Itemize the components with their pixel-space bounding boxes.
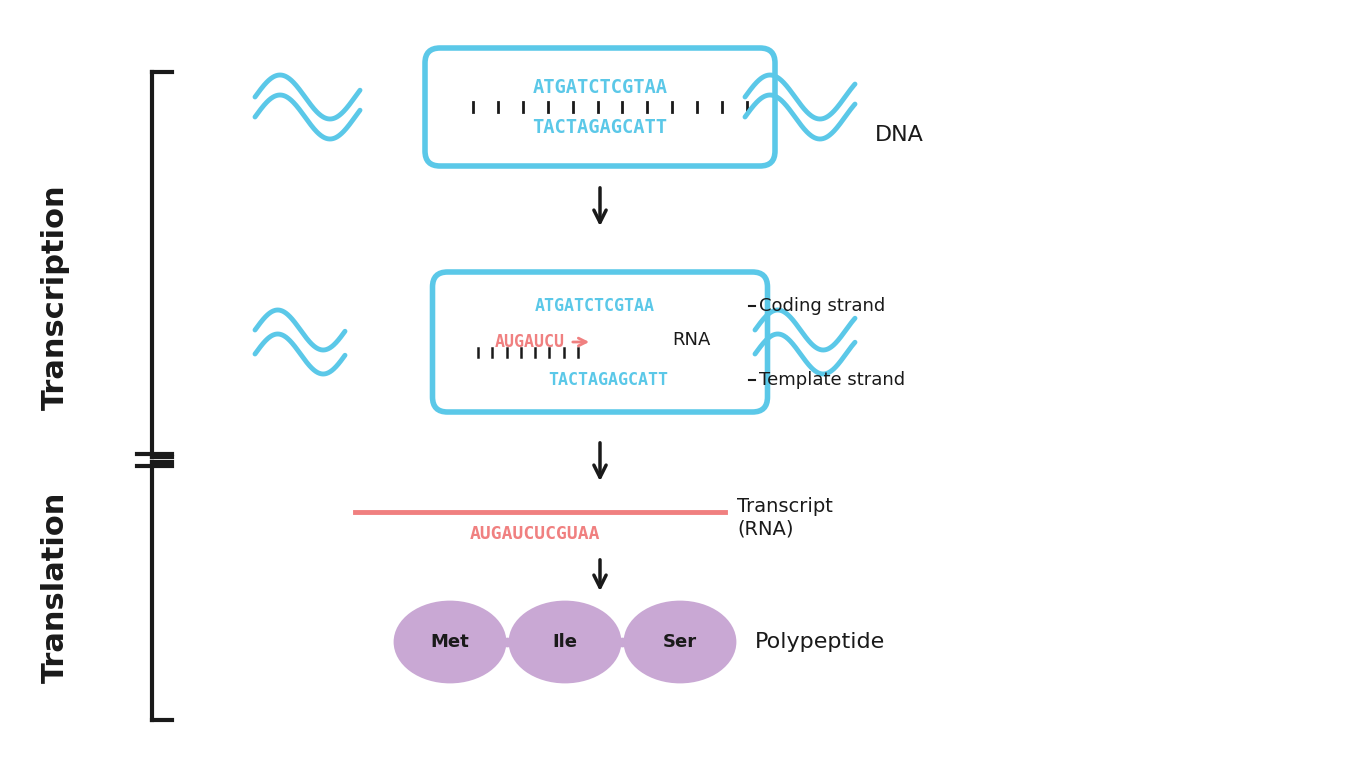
Text: Ile: Ile: [552, 633, 577, 651]
Text: AUGAUCUCGUAA: AUGAUCUCGUAA: [470, 525, 600, 543]
Ellipse shape: [395, 602, 504, 682]
Text: TACTAGAGCATT: TACTAGAGCATT: [533, 117, 667, 136]
Text: Polypeptide: Polypeptide: [755, 632, 886, 652]
Text: DNA: DNA: [875, 125, 924, 145]
Ellipse shape: [510, 602, 621, 682]
Text: Met: Met: [431, 633, 469, 651]
Text: ATGATCTCGTAA: ATGATCTCGTAA: [534, 297, 655, 315]
Text: Template strand: Template strand: [759, 371, 905, 389]
Text: AUGAUCU: AUGAUCU: [495, 333, 565, 351]
Text: Transcript
(RNA): Transcript (RNA): [737, 498, 833, 539]
FancyBboxPatch shape: [425, 48, 775, 166]
Text: TACTAGAGCATT: TACTAGAGCATT: [548, 371, 668, 389]
Text: Ser: Ser: [663, 633, 697, 651]
Ellipse shape: [625, 602, 735, 682]
FancyBboxPatch shape: [432, 272, 767, 412]
Text: Transcription: Transcription: [41, 184, 70, 410]
Text: Coding strand: Coding strand: [759, 297, 886, 315]
Text: Translation: Translation: [41, 491, 70, 683]
Text: RNA: RNA: [673, 331, 711, 349]
Text: ATGATCTCGTAA: ATGATCTCGTAA: [533, 78, 667, 97]
